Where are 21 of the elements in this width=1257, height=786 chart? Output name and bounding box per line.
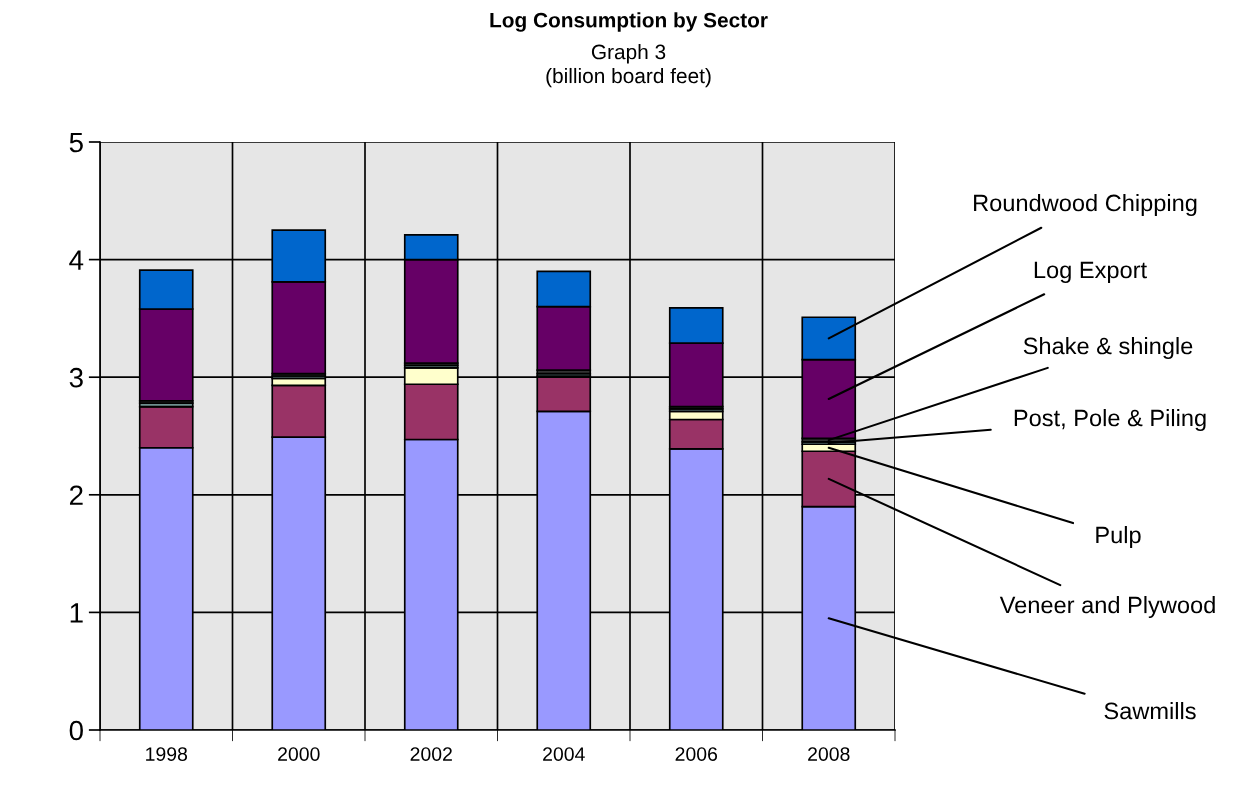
y-tick-label: 4 bbox=[69, 250, 84, 270]
y-tick-label: 2 bbox=[69, 485, 83, 505]
chart-title: Log Consumption by Sector bbox=[490, 12, 768, 32]
x-tick-label: 1998 bbox=[146, 747, 188, 761]
text: Sawmills bbox=[1104, 701, 1196, 720]
text: Veneer and Plywood bbox=[999, 595, 1215, 619]
chart-subtitle: Graph 3 (billion board feet) bbox=[546, 44, 711, 88]
text: Post, Pole & Piling bbox=[1014, 408, 1206, 431]
text: Log Export bbox=[1034, 261, 1147, 284]
text: Shake & shingle bbox=[1023, 337, 1193, 360]
x-tick-label: 2008 bbox=[808, 747, 850, 761]
y-tick-label: 3 bbox=[69, 367, 83, 388]
text: Roundwood Chipping bbox=[974, 194, 1197, 216]
text: Pulp bbox=[1096, 525, 1141, 549]
x-tick-label: 2004 bbox=[543, 747, 585, 761]
y-tick-label: 0 bbox=[69, 720, 83, 741]
x-tick-label: 2006 bbox=[675, 747, 718, 761]
x-tick-label: 2002 bbox=[410, 747, 452, 761]
y-tick-label: 5 bbox=[69, 132, 83, 153]
x-tick-label: 2000 bbox=[278, 747, 320, 761]
y-tick-label: 1 bbox=[70, 603, 83, 623]
